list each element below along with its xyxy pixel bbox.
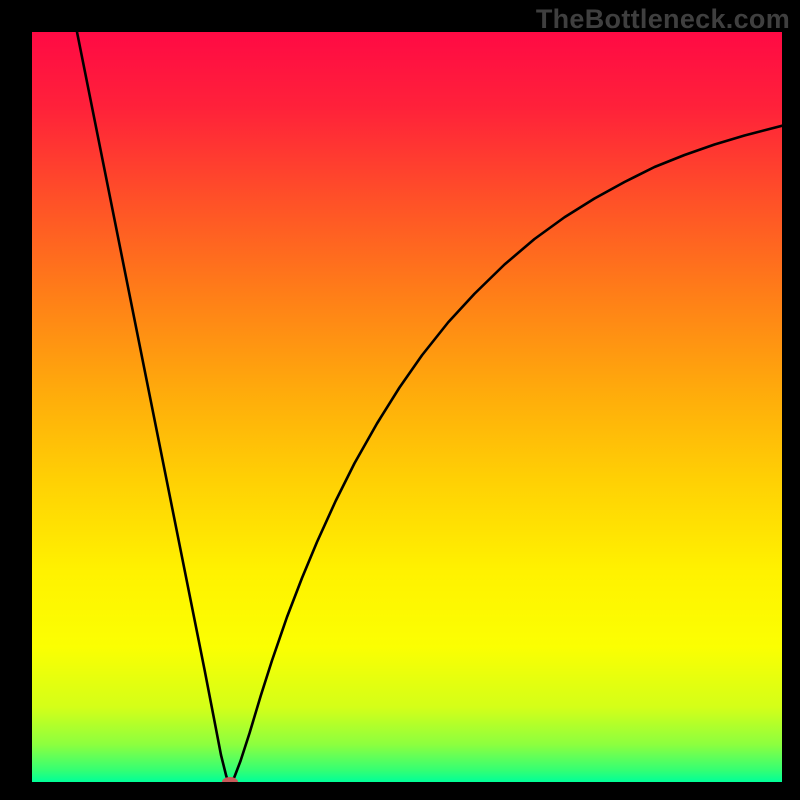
optimal-marker (222, 777, 238, 782)
bottleneck-curve (77, 32, 782, 782)
plot-area (32, 32, 782, 782)
watermark-label: TheBottleneck.com (536, 4, 790, 35)
plot-svg (32, 32, 782, 782)
